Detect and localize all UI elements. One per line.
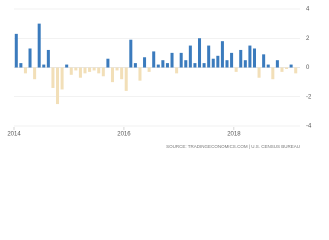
y-tick-label: 0: [306, 65, 310, 71]
bar: [243, 60, 247, 68]
bar: [78, 67, 82, 78]
bar: [28, 48, 32, 68]
bar: [184, 60, 188, 68]
bar: [92, 67, 96, 71]
bar: [257, 67, 261, 78]
bar: [101, 67, 105, 77]
bar: [143, 57, 147, 68]
bar: [56, 67, 60, 105]
bar: [42, 64, 46, 68]
bar: [280, 67, 284, 72]
bar: [289, 64, 293, 68]
bar: [239, 49, 243, 68]
bar: [83, 67, 87, 74]
bar: [262, 54, 266, 68]
bar: [37, 23, 41, 68]
bar: [106, 58, 110, 68]
bar: [230, 52, 234, 68]
bar: [179, 52, 183, 68]
bar: [165, 63, 169, 68]
bar: [69, 67, 73, 75]
bar: [120, 67, 124, 80]
source-note: SOURCE: TRADINGECONOMICS.COM | U.S. CENS…: [166, 144, 300, 149]
bar: [74, 67, 78, 71]
bar: [198, 38, 202, 68]
bar: [234, 67, 238, 72]
bar: [266, 64, 270, 68]
x-tick-label: 2014: [7, 132, 21, 138]
bar: [175, 67, 179, 74]
bar: [188, 45, 192, 68]
bar: [271, 67, 275, 80]
bar: [60, 67, 64, 90]
bar: [133, 63, 137, 68]
chart: SOURCE: TRADINGECONOMICS.COM | U.S. CENS…: [7, 7, 312, 150]
bar: [161, 60, 165, 68]
bar: [138, 67, 142, 81]
bar: [14, 33, 18, 68]
x-tick-label: 2018: [227, 132, 241, 138]
bar: [285, 67, 289, 69]
bar: [51, 67, 55, 88]
x-tick-label: 2016: [117, 132, 131, 138]
bar: [19, 63, 23, 68]
bar: [46, 49, 50, 68]
bar: [156, 64, 160, 68]
bar: [124, 67, 128, 91]
bar: [110, 67, 114, 83]
bar: [211, 58, 215, 68]
bar: [294, 67, 298, 74]
bar: [152, 51, 156, 68]
bar: [33, 67, 37, 80]
bar: [115, 67, 119, 71]
y-tick-label: -4: [306, 124, 312, 130]
bar: [88, 67, 92, 72]
bar: [170, 52, 174, 68]
bar: [207, 45, 211, 68]
bar: [202, 63, 206, 68]
bar: [220, 41, 224, 68]
bar: [147, 67, 151, 72]
y-tick-label: 4: [306, 7, 310, 13]
y-tick-label: -2: [306, 94, 312, 100]
bar: [216, 55, 220, 68]
bar: [225, 60, 229, 68]
bar: [252, 48, 256, 68]
bar: [97, 67, 101, 74]
y-tick-label: 2: [306, 36, 310, 42]
bar: [23, 67, 27, 74]
bar: [248, 45, 252, 68]
bar: [193, 63, 197, 68]
bar: [275, 60, 279, 68]
bar: [129, 39, 133, 68]
bar: [65, 64, 69, 68]
